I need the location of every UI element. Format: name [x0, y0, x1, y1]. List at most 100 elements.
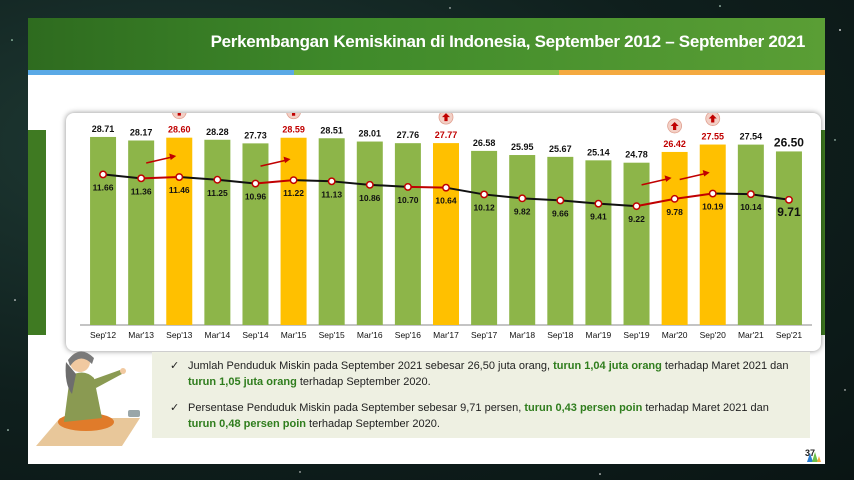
x-tick-9: Mar'17	[433, 330, 459, 340]
highlight-text: turun 0,48 persen poin	[188, 418, 306, 430]
line-label-15: 9.78	[666, 207, 683, 217]
line-point-18	[784, 195, 793, 204]
bar-5	[280, 137, 307, 325]
bar-label-6: 28.51	[320, 125, 343, 135]
bar-label-12: 25.67	[549, 144, 572, 154]
slide: Perkembangan Kemiskinan di Indonesia, Se…	[28, 18, 826, 464]
line-point-7	[365, 180, 374, 189]
x-tick-7: Mar'16	[357, 330, 383, 340]
line-point-12	[556, 196, 565, 205]
bullet-2-text: Persentase Penduduk Miskin pada Septembe…	[188, 400, 800, 432]
bullet-1-text: Jumlah Penduduk Miskin pada September 20…	[188, 358, 800, 390]
line-label-4: 10.96	[245, 192, 267, 202]
bullet-2: ✓ Persentase Penduduk Miskin pada Septem…	[170, 400, 800, 432]
line-segment-4	[255, 179, 294, 185]
bullet-text-part: terhadap Maret 2021 dan	[661, 360, 789, 372]
trend-arrow-icon	[702, 170, 710, 177]
bullet-text-part: terhadap September 2020.	[305, 418, 440, 430]
bar-label-13: 25.14	[587, 147, 610, 157]
line-segment-2	[179, 176, 218, 181]
up-arrow-icon	[291, 113, 296, 116]
line-point-1	[137, 174, 146, 183]
bar-8	[394, 143, 421, 325]
x-tick-16: Sep'20	[700, 330, 726, 340]
title-bar: Perkembangan Kemiskinan di Indonesia, Se…	[28, 18, 825, 70]
line-segment-9	[445, 186, 485, 196]
line-label-6: 11.13	[321, 189, 342, 199]
side-accent-left	[28, 130, 46, 335]
line-label-2: 11.46	[169, 185, 190, 195]
x-tick-12: Sep'18	[547, 330, 573, 340]
line-point-8	[403, 182, 412, 191]
line-point-3	[213, 175, 222, 184]
bps-logo	[807, 452, 821, 462]
line-segment-6	[331, 180, 370, 186]
x-tick-6: Sep'15	[319, 330, 345, 340]
bullet-text-part: Persentase Penduduk Miskin pada Septembe…	[188, 402, 525, 414]
line-point-4	[251, 179, 260, 188]
trend-arrow-icon	[260, 159, 287, 167]
line-segment-3	[217, 178, 256, 185]
trend-arrow-icon	[283, 156, 291, 164]
line-label-7: 10.86	[359, 193, 381, 203]
line-label-18: 9.71	[777, 205, 801, 219]
line-label-8: 10.70	[397, 195, 419, 205]
line-point-14	[632, 202, 641, 211]
stripe-blue	[28, 70, 294, 75]
stripe-orange	[559, 70, 826, 75]
bullet-text-part: terhadap September 2020.	[296, 376, 431, 388]
line-point-17	[746, 190, 755, 199]
x-tick-0: Sep'12	[90, 330, 116, 340]
highlight-text: turun 1,04 juta orang	[553, 360, 662, 372]
bar-4	[242, 143, 269, 325]
line-segment-7	[369, 183, 408, 188]
x-tick-17: Mar'21	[738, 330, 764, 340]
line-segment-1	[141, 176, 180, 180]
x-tick-14: Sep'19	[623, 330, 649, 340]
line-segment-0	[102, 173, 142, 180]
line-point-10	[480, 190, 489, 199]
poverty-chart: 28.71 Sep'12 28.17 Mar'13 28.60 Sep'13 28.28 Ma…	[80, 113, 812, 340]
line-segment-5	[293, 179, 332, 183]
bar-label-9: 27.77	[435, 130, 458, 140]
line-point-16	[708, 189, 717, 198]
line-label-5: 11.22	[283, 188, 304, 198]
line-point-5	[289, 176, 298, 185]
check-icon: ✓	[170, 360, 180, 372]
bullet-1: ✓ Jumlah Penduduk Miskin pada September …	[170, 358, 800, 390]
line-segment-8	[407, 185, 447, 189]
stripe-green	[293, 70, 560, 75]
up-arrow-icon	[286, 113, 301, 120]
bar-label-18: 26.50	[774, 135, 804, 149]
line-segment-13	[598, 202, 637, 208]
bar-label-14: 24.78	[625, 150, 648, 160]
color-stripes	[28, 70, 826, 75]
line-segment-12	[560, 199, 599, 205]
highlight-text: turun 0,43 persen poin	[524, 402, 643, 414]
line-label-13: 9.41	[590, 212, 607, 222]
bar-label-15: 26.42	[663, 139, 686, 149]
bar-0	[90, 136, 117, 325]
line-label-16: 10.19	[702, 202, 724, 212]
x-tick-8: Sep'16	[395, 330, 421, 340]
line-label-10: 10.12	[473, 202, 495, 212]
x-tick-5: Mar'15	[281, 330, 307, 340]
trend-arrow-icon	[169, 153, 177, 161]
x-tick-15: Mar'20	[662, 330, 688, 340]
trend-arrow-icon	[641, 178, 668, 186]
up-arrow-icon	[708, 114, 717, 123]
line-segment-14	[636, 197, 675, 208]
slide-title: Perkembangan Kemiskinan di Indonesia, Se…	[210, 32, 806, 51]
line-label-3: 11.25	[207, 188, 228, 198]
trend-arrow-icon	[679, 172, 706, 181]
up-arrow-icon	[171, 113, 187, 120]
bar-18	[775, 151, 802, 325]
up-arrow-icon	[670, 121, 679, 130]
bar-label-4: 27.73	[244, 130, 267, 140]
line-segment-16	[712, 192, 751, 196]
bar-12	[547, 156, 574, 325]
line-point-15	[670, 194, 679, 203]
bar-14	[623, 162, 650, 325]
check-icon: ✓	[170, 402, 180, 414]
